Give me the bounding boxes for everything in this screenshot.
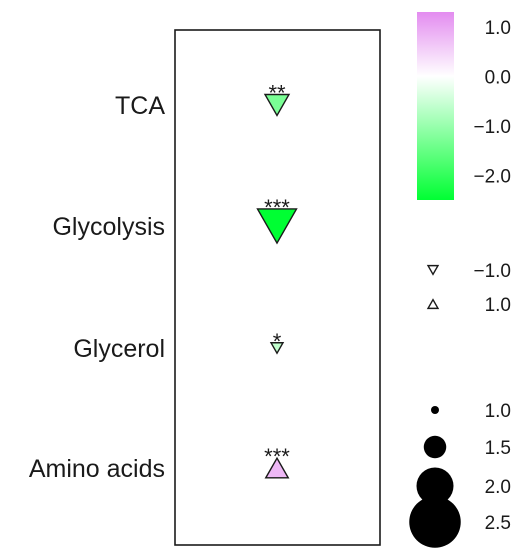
size-legend-label: 1.0 [485,401,511,422]
direction-legend-label: −1.0 [473,261,511,282]
direction-legend-label: 1.0 [485,295,511,316]
data-point-triangle [256,208,298,245]
size-legend-label: 1.5 [485,438,511,459]
direction-legend-triangle [426,264,440,276]
plot-panel [174,29,381,546]
direction-legend-triangle [426,298,440,310]
significance-label: ** [268,81,286,106]
color-scale-tick-label: 0.0 [485,67,511,88]
size-legend-dot [409,496,461,548]
data-point-triangle [263,93,291,117]
color-scale-tick-label: −1.0 [473,117,511,138]
color-scale-tick-label: −2.0 [473,166,511,187]
category-label: TCA [115,92,165,120]
size-legend-dot [423,435,447,459]
color-scale-bar [417,12,454,200]
size-legend-label: 2.5 [485,513,511,534]
data-point-triangle [269,342,285,355]
significance-label: *** [264,195,290,220]
size-legend-dot [431,406,439,414]
data-point-triangle [264,456,290,479]
category-label: Amino acids [29,455,165,483]
category-label: Glycolysis [52,213,165,241]
significance-label: * [273,329,282,354]
significance-label: *** [264,444,290,469]
size-legend-label: 2.0 [485,477,511,498]
category-label: Glycerol [73,335,165,363]
color-scale-tick-label: 1.0 [485,18,511,39]
size-legend-dot [416,467,454,505]
